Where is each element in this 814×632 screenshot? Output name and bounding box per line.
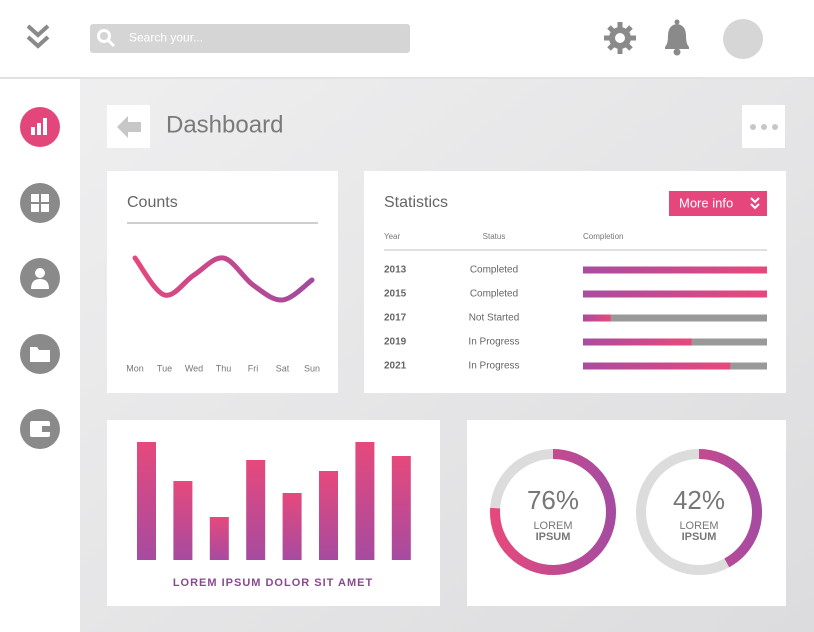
bars-caption: LOREM IPSUM DOLOR SIT AMET [173, 577, 373, 589]
bar [355, 442, 375, 560]
donut-caption: LOREM [533, 520, 572, 532]
bar [319, 471, 338, 560]
bar [246, 460, 266, 560]
nav-grid[interactable] [20, 183, 60, 223]
day-label: Sat [276, 363, 290, 373]
completion-bar [583, 290, 767, 298]
column-header: Completion [583, 232, 623, 241]
settings-icon[interactable] [604, 22, 636, 54]
donut-caption: IPSUM [536, 531, 571, 543]
status-cell: In Progress [468, 337, 519, 348]
search-placeholder: Search your... [129, 31, 203, 45]
top-bar-shadow [0, 77, 814, 79]
day-label: Mon [126, 363, 144, 373]
status-cell: Completed [470, 265, 518, 276]
completion-bar [583, 266, 767, 274]
counts-line [132, 255, 315, 303]
day-label: Fri [248, 363, 259, 373]
nav-grid-icon [31, 194, 49, 212]
statistics-title: Statistics [384, 194, 448, 211]
logo[interactable] [26, 24, 50, 49]
donut-arc [490, 449, 616, 575]
completion-track [583, 314, 767, 322]
completion-bar [583, 314, 611, 322]
bar [391, 456, 411, 560]
avatar[interactable] [723, 19, 763, 59]
nav-charts-icon [31, 118, 47, 135]
counts-title: Counts [127, 194, 178, 211]
page-title: Dashboard [166, 111, 283, 138]
search-box[interactable] [90, 24, 410, 53]
status-cell: Not Started [469, 313, 520, 324]
notifications-icon[interactable] [665, 19, 689, 56]
more-info-chevrons [750, 197, 760, 210]
status-cell: In Progress [468, 361, 519, 372]
completion-bar [583, 338, 692, 346]
status-cell: Completed [470, 289, 518, 300]
nav-folder-icon [30, 347, 50, 362]
nav-profile-icon [31, 268, 49, 289]
back-arrow [117, 116, 141, 138]
bar [209, 517, 229, 560]
more-dots [750, 124, 778, 130]
bar [282, 493, 302, 560]
day-label: Sun [304, 363, 320, 373]
year-cell: 2015 [384, 289, 407, 300]
donut-value: 76% [527, 485, 579, 515]
donut-arc [636, 449, 762, 575]
counts-card [107, 171, 338, 393]
search-icon [97, 29, 116, 48]
day-label: Thu [216, 363, 232, 373]
bar [173, 481, 193, 560]
more-info-button[interactable] [669, 191, 767, 216]
bars-card [107, 420, 440, 606]
donut-caption: LOREM [679, 520, 718, 532]
year-cell: 2013 [384, 265, 407, 276]
day-label: Tue [157, 363, 172, 373]
donut-value: 42% [673, 485, 725, 515]
bar [137, 442, 156, 560]
column-header: Status [483, 232, 506, 241]
donuts-card [467, 420, 786, 606]
year-cell: 2021 [384, 361, 407, 372]
more-info-label: More info [679, 195, 733, 210]
day-label: Wed [185, 363, 203, 373]
completion-bar [583, 362, 731, 370]
nav-wallet-icon [30, 421, 51, 437]
year-cell: 2019 [384, 337, 407, 348]
donut-caption: IPSUM [682, 531, 717, 543]
column-header: Year [384, 232, 401, 241]
year-cell: 2017 [384, 313, 407, 324]
